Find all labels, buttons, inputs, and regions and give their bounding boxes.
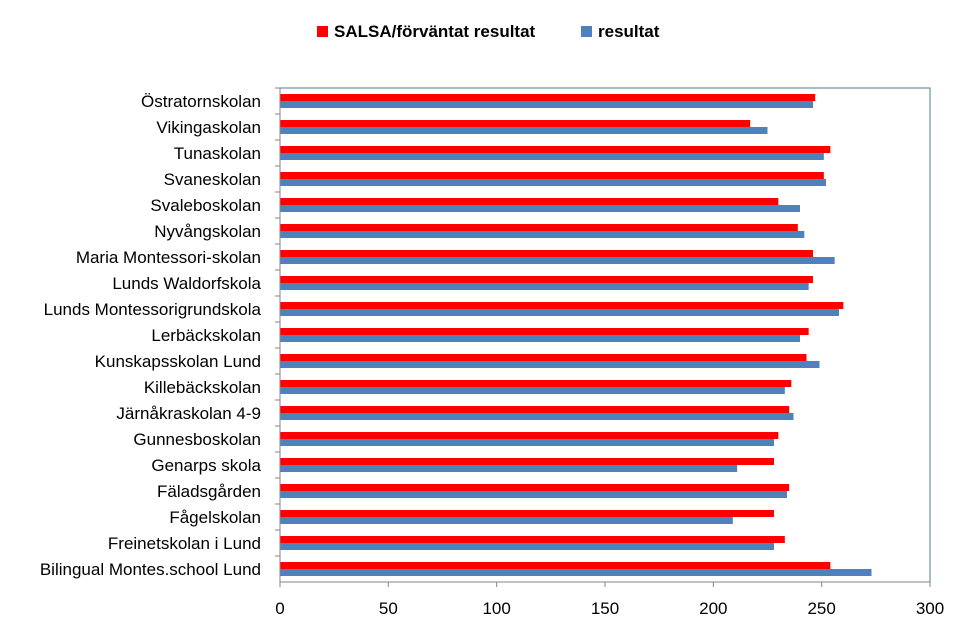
category-label: Freinetskolan i Lund xyxy=(108,534,261,553)
bar-resultat xyxy=(280,465,738,472)
bar-resultat xyxy=(280,361,820,368)
bar-salsa xyxy=(280,172,824,179)
bar-resultat xyxy=(280,387,785,394)
bar-salsa xyxy=(280,562,831,569)
bar-resultat xyxy=(280,283,809,290)
bar-resultat xyxy=(280,439,774,446)
category-label: Fågelskolan xyxy=(169,508,261,527)
category-label: Svaleboskolan xyxy=(150,196,261,215)
bar-resultat xyxy=(280,153,824,160)
bar-resultat xyxy=(280,517,733,524)
bar-salsa xyxy=(280,380,792,387)
legend-swatch-salsa xyxy=(317,26,328,37)
legend-label-resultat: resultat xyxy=(598,22,660,41)
x-axis: 0 50 100 150 200 250 300 xyxy=(275,87,944,618)
category-label: Genarps skola xyxy=(151,456,261,475)
bar-salsa xyxy=(280,484,790,491)
bar-salsa xyxy=(280,224,798,231)
bar-salsa xyxy=(280,328,809,335)
legend-swatch-resultat xyxy=(581,26,592,37)
bars-group xyxy=(280,94,872,576)
bar-resultat xyxy=(280,257,835,264)
legend-entry-salsa: SALSA/förväntat resultat xyxy=(317,22,536,41)
category-label: Nyvångskolan xyxy=(154,222,261,241)
category-label: Gunnesboskolan xyxy=(133,430,261,449)
bar-salsa xyxy=(280,536,785,543)
category-label: Bilingual Montes.school Lund xyxy=(40,560,261,579)
x-tick-label: 300 xyxy=(916,599,944,618)
bar-salsa xyxy=(280,302,844,309)
category-label: Vikingaskolan xyxy=(156,118,261,137)
x-tick-label: 50 xyxy=(379,599,398,618)
x-tick-label: 100 xyxy=(482,599,510,618)
x-tick-label: 0 xyxy=(275,599,284,618)
bar-resultat xyxy=(280,127,768,134)
x-tick-label: 150 xyxy=(591,599,619,618)
bar-resultat xyxy=(280,101,813,108)
category-label: Maria Montessori-skolan xyxy=(76,248,261,267)
bar-resultat xyxy=(280,543,774,550)
bar-resultat xyxy=(280,413,794,420)
bar-salsa xyxy=(280,146,831,153)
category-label: Lunds Montessorigrundskola xyxy=(44,300,262,319)
category-label: Svaneskolan xyxy=(164,170,261,189)
bar-salsa xyxy=(280,198,779,205)
bar-resultat xyxy=(280,569,872,576)
bar-resultat xyxy=(280,309,839,316)
bar-salsa xyxy=(280,276,813,283)
bar-salsa xyxy=(280,458,774,465)
x-tick-label: 200 xyxy=(699,599,727,618)
bar-resultat xyxy=(280,179,826,186)
bar-salsa xyxy=(280,432,779,439)
bar-resultat xyxy=(280,231,805,238)
bar-resultat xyxy=(280,205,800,212)
category-label: Järnåkraskolan 4-9 xyxy=(116,404,261,423)
bar-salsa xyxy=(280,250,813,257)
bar-resultat xyxy=(280,491,787,498)
legend-entry-resultat: resultat xyxy=(581,22,660,41)
x-tick-label: 250 xyxy=(807,599,835,618)
category-label: Killebäckskolan xyxy=(144,378,261,397)
legend-label-salsa: SALSA/förväntat resultat xyxy=(334,22,536,41)
category-label: Tunaskolan xyxy=(174,144,261,163)
category-label: Fäladsgården xyxy=(157,482,261,501)
category-label: Lunds Waldorfskola xyxy=(112,274,261,293)
chart-legend: SALSA/förväntat resultat resultat xyxy=(317,22,660,41)
bar-resultat xyxy=(280,335,800,342)
bar-salsa xyxy=(280,120,751,127)
category-label: Kunskapsskolan Lund xyxy=(95,352,261,371)
bar-salsa xyxy=(280,94,816,101)
bar-salsa xyxy=(280,510,774,517)
bar-salsa xyxy=(280,354,807,361)
category-label: Östratornskolan xyxy=(141,92,261,111)
category-labels: Östratornskolan Vikingaskolan Tunaskolan Sv… xyxy=(40,92,262,579)
bar-salsa xyxy=(280,406,790,413)
category-label: Lerbäckskolan xyxy=(151,326,261,345)
